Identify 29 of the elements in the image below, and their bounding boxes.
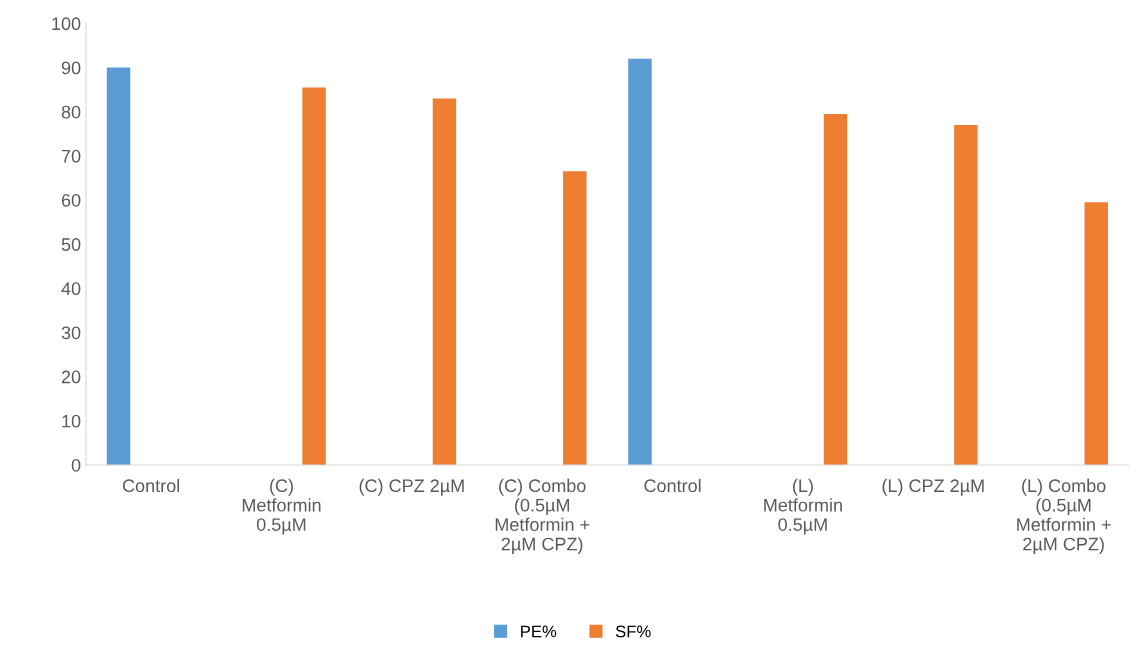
y-tick-label: 70 (61, 149, 81, 163)
x-tick-label: (L) Combo (0.5µM Metformin + 2µM CPZ) (1017, 478, 1111, 555)
bar (954, 124, 978, 465)
bar (302, 87, 326, 465)
y-tick-label: 80 (61, 105, 81, 119)
x-tick-label: Control (122, 478, 180, 493)
x-tick-label: (C) Metformin 0.5µM (242, 478, 321, 535)
bar (432, 98, 457, 465)
x-tick-label: (L) CPZ 2µM (882, 478, 984, 496)
bar (106, 67, 131, 465)
y-tick-label: 20 (61, 370, 81, 384)
legend-label: SF% (615, 625, 651, 638)
x-tick-label: (C) CPZ 2µM (359, 478, 464, 496)
y-tick-label: 90 (61, 61, 81, 75)
y-tick-label: 40 (61, 282, 81, 296)
x-tick-label: Control (644, 478, 701, 493)
x-tick-label: (C) Combo (0.5µM Metformin + 2µM CPZ) (495, 478, 590, 555)
y-tick-label: 50 (61, 238, 81, 251)
y-tick-label: 60 (61, 193, 81, 207)
bar (628, 58, 652, 465)
bar (563, 171, 587, 465)
y-tick-label: 100 (52, 17, 81, 31)
y-tick-label: 30 (61, 326, 81, 340)
bar (823, 113, 848, 465)
legend-label: PE% (521, 625, 557, 638)
y-tick-label: 10 (62, 414, 81, 428)
bar (1084, 202, 1108, 465)
x-tick-label: (L) Metformin 0.5µM (764, 478, 842, 535)
y-tick-label: 0 (71, 458, 81, 472)
